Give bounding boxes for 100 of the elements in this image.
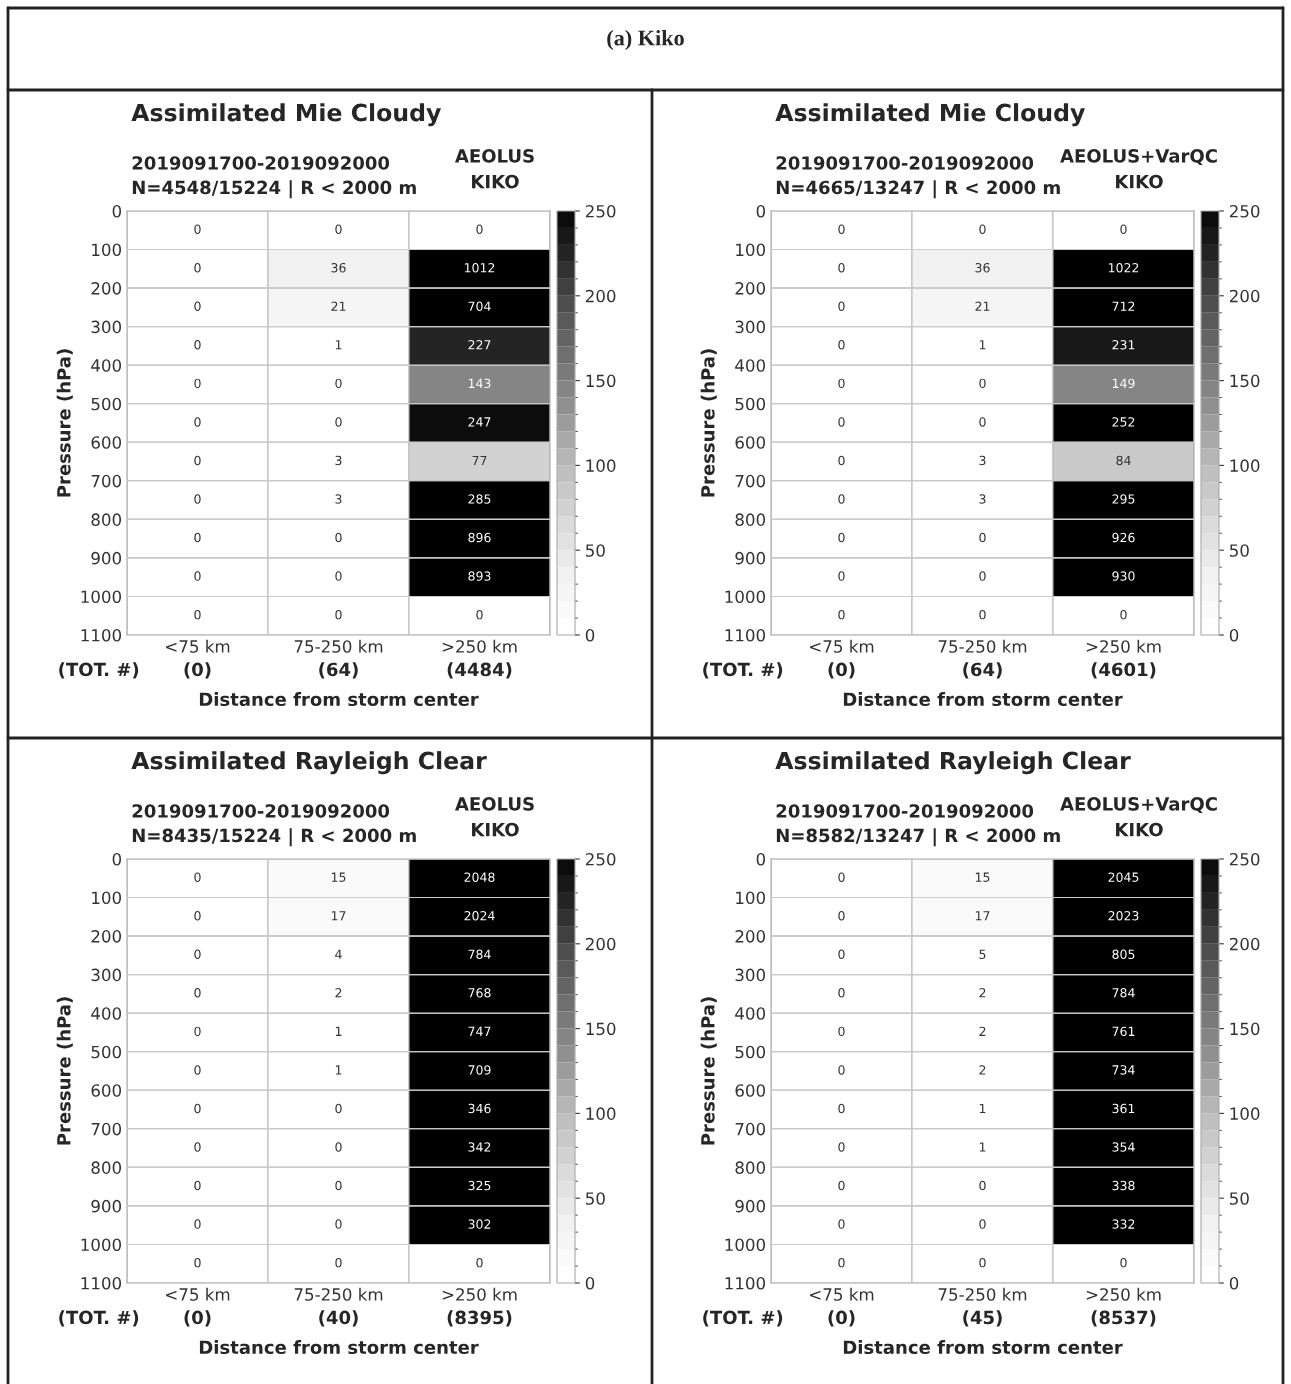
y-tick-label: 400 [735,1007,766,1020]
data-label: 231 [1112,340,1135,350]
y-tick-label: 1100 [725,628,766,642]
data-label: 0 [335,1219,342,1229]
data-label: 0 [979,417,986,427]
color-bar-label: 0 [585,1276,595,1290]
data-label: 0 [194,494,201,504]
data-label: 2 [979,988,986,998]
data-label: 734 [1112,1065,1135,1075]
data-label: 2 [335,988,342,998]
chart-title: Assimilated Mie Cloudy [775,103,1085,127]
data-label: 0 [838,910,845,921]
data-label: 0 [838,988,845,998]
data-label: 0 [194,1257,201,1268]
y-axis-title: Pressure (hPa) [700,997,717,1145]
y-tick-label: 1100 [725,1276,766,1290]
data-label: 747 [468,1026,491,1036]
x-tick-label: 75-250 km [294,639,383,653]
data-label: 3 [979,494,986,504]
x-axis-title: Distance from storm center [199,1340,479,1355]
x-tick-label: >250 km [1086,1287,1161,1301]
y-tick-label: 600 [735,1084,766,1097]
color-bar-label: 100 [586,1107,616,1120]
text: (8537) [1091,1310,1156,1327]
data-label: 0 [979,1257,986,1268]
text: AEOLUS KIKO [455,149,534,189]
data-label: 143 [468,378,491,389]
data-label: 0 [194,532,201,543]
x-tick-label: >250 km [1086,639,1161,653]
data-label: 21 [331,301,346,311]
color-bar-label: 100 [586,459,616,472]
color-bar-label: 100 [1230,459,1260,472]
y-axis-title: Pressure (hPa) [700,349,717,497]
y-tick-label: 700 [91,474,122,488]
data-label: 15 [331,872,346,882]
data-label: 285 [468,494,491,504]
y-tick-label: 500 [91,397,122,411]
text: (TOT. #) [703,1310,783,1327]
text: (4601) [1091,662,1156,679]
data-label: 0 [335,378,342,389]
data-label: 2024 [464,910,495,921]
y-tick-label: 0 [756,204,766,218]
data-label: 704 [468,301,491,311]
data-label: 0 [838,1065,845,1075]
data-label: 0 [194,1219,201,1229]
data-label: 0 [838,224,845,234]
y-tick-label: 300 [735,968,766,982]
text: (TOT. #) [59,662,139,679]
y-axis-title: Pressure (hPa) [56,997,73,1145]
data-label: 247 [468,417,491,427]
chart-title: Assimilated Rayleigh Clear [775,751,1131,775]
text: (0) [184,1310,211,1327]
color-bar-label: 150 [586,1022,616,1036]
data-label: 0 [335,609,342,620]
y-tick-label: 400 [735,359,766,372]
data-label: 0 [979,378,986,389]
data-label: 768 [468,988,491,998]
y-tick-label: 700 [91,1122,122,1136]
data-label: 302 [468,1219,491,1229]
y-tick-label: 700 [735,1122,766,1136]
y-tick-label: 1100 [81,1276,122,1290]
data-label: 0 [476,609,483,620]
data-label: 0 [1120,609,1127,620]
data-label: 0 [335,571,342,581]
y-tick-label: 100 [92,891,122,905]
data-label: 0 [335,417,342,427]
data-label: 926 [1112,532,1135,543]
data-label: 3 [335,455,342,466]
color-bar-label: 250 [1229,852,1260,866]
data-label: 930 [1112,571,1135,581]
data-label: 0 [194,1065,201,1075]
text: (TOT. #) [703,662,783,679]
y-tick-label: 100 [92,243,122,257]
x-tick-label: 75-250 km [938,1287,1027,1301]
data-label: 84 [1116,455,1131,466]
data-label: 0 [838,1026,845,1037]
data-label: 0 [838,1142,845,1152]
color-bar-label: 50 [1230,1192,1249,1205]
y-tick-label: 900 [735,551,766,565]
data-label: 1 [335,340,342,350]
y-tick-label: 900 [735,1199,766,1213]
data-label: 1 [335,1065,342,1075]
data-label: 0 [838,609,845,620]
text: (a) Kiko [607,29,684,51]
data-label: 338 [1112,1180,1135,1191]
color-bar-label: 250 [585,204,616,218]
text: AEOLUS+VarQC KIKO [1060,797,1217,837]
data-label: 0 [194,1026,201,1037]
data-label: 0 [1120,1257,1127,1268]
y-tick-label: 0 [112,204,122,218]
data-label: 1 [335,1026,342,1036]
color-bar-label: 200 [1229,937,1260,951]
y-tick-label: 1000 [81,1238,122,1252]
data-label: 0 [838,1180,845,1191]
data-label: 0 [194,949,201,959]
x-tick-label: 75-250 km [294,1287,383,1301]
data-label: 0 [838,301,845,311]
data-label: 15 [975,872,990,882]
text: (TOT. #) [59,1310,139,1327]
y-tick-label: 300 [91,968,122,982]
